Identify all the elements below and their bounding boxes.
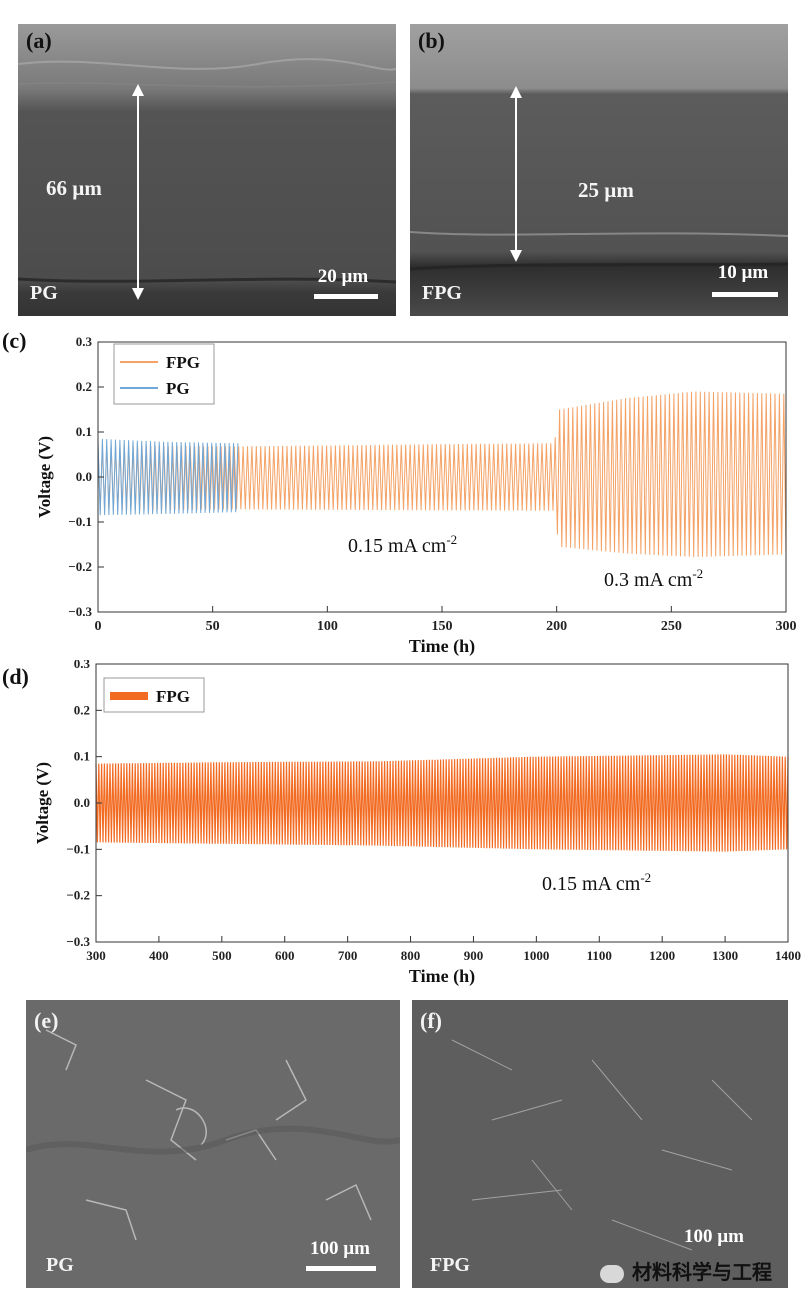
y-tick-label: 0.3 (76, 334, 93, 349)
x-tick-label: 900 (464, 948, 484, 963)
x-tick-label: 250 (661, 619, 682, 634)
sample-label-f: FPG (430, 1254, 470, 1276)
legend-box (113, 343, 215, 405)
chart-d: (d) 300 400 500 600 700 800 900 1000 1100 1200 1300… (2, 660, 801, 987)
panel-label-a: (a) (26, 28, 52, 53)
x-tick-label: 600 (275, 948, 295, 963)
y-tick-label: 0.1 (74, 749, 90, 764)
y-tick-label: 0.0 (76, 469, 92, 484)
y-axis-title: Voltage (V) (35, 436, 54, 518)
y-tick-label: −0.3 (66, 934, 90, 949)
annotation-superscript: -2 (640, 870, 651, 885)
sem-texture-f (412, 1000, 788, 1288)
x-tick-label: 0 (95, 619, 102, 634)
x-tick-label: 1000 (523, 948, 549, 963)
panel-label-b: (b) (418, 28, 445, 53)
sem-image-b: (b) 25 µm FPG 10 µm (410, 24, 788, 316)
sem-texture-b (410, 24, 788, 316)
y-tick-label: 0.3 (74, 660, 91, 671)
series-fpg (97, 391, 787, 558)
y-tick-label: 0.0 (74, 795, 90, 810)
x-tick-label: 300 (776, 619, 797, 634)
x-tick-label: 400 (149, 948, 169, 963)
chart-c: (c) 0 50 100 150 200 250 300 −0.3 −0.2 −0.1 0.0 0.1 0… (2, 328, 797, 657)
scale-label-f: 100 µm (683, 1226, 745, 1247)
y-tick-label: −0.1 (66, 841, 90, 856)
annotation: 0.3 mA cm-2 (604, 566, 703, 591)
x-tick-label: 1300 (712, 948, 738, 963)
annotation-superscript: -2 (692, 566, 703, 581)
y-axis-title: Voltage (V) (33, 762, 52, 844)
series-fpg (95, 754, 789, 852)
panel-label: (c) (2, 328, 26, 353)
x-tick-label: 700 (338, 948, 358, 963)
panel-label-f: (f) (420, 1008, 442, 1033)
scale-bar-e (306, 1266, 376, 1271)
x-tick-label: 1100 (587, 948, 612, 963)
y-tick-label: 0.1 (76, 424, 92, 439)
sem-image-e: (e) PG 100 µm (26, 1000, 400, 1288)
x-tick-label: 1400 (775, 948, 801, 963)
x-tick-label: 200 (546, 619, 567, 634)
y-tick-label: −0.2 (66, 888, 90, 903)
x-tick-label: 100 (317, 619, 338, 634)
panel-label: (d) (2, 664, 29, 689)
x-tick-label: 500 (212, 948, 232, 963)
y-tick-label: 0.2 (74, 702, 90, 717)
sem-image-a: (a) 66 µm PG 20 µm (18, 24, 396, 316)
thickness-arrow-a (132, 84, 144, 300)
y-tick-label: −0.3 (68, 604, 92, 619)
legend-label-fpg: FPG (166, 353, 200, 372)
watermark-text: 材料科学与工程 (632, 1260, 772, 1284)
x-tick-label: 1200 (649, 948, 675, 963)
series-pg (97, 438, 239, 516)
sem-texture-a (18, 24, 396, 316)
scale-label-e: 100 µm (309, 1238, 371, 1259)
scale-label-a: 20 µm (317, 266, 369, 287)
wechat-icon (600, 1264, 624, 1283)
thickness-label-a: 66 µm (46, 176, 102, 200)
thickness-arrow-b (510, 86, 522, 262)
sem-image-f: (f) FPG 100 µm (412, 1000, 788, 1288)
scale-bar-a (314, 294, 378, 299)
sample-label-a: PG (30, 282, 58, 304)
x-tick-label: 150 (432, 619, 453, 634)
scale-label-b: 10 µm (717, 262, 769, 283)
x-tick-label: 300 (86, 948, 106, 963)
legend-label-pg: PG (166, 379, 190, 398)
x-tick-label: 50 (206, 619, 220, 634)
thickness-label-b: 25 µm (578, 178, 634, 202)
x-tick-label: 800 (401, 948, 421, 963)
sample-label-b: FPG (422, 282, 462, 304)
annotation: 0.15 mA cm-2 (348, 532, 457, 557)
annotation: 0.15 mA cm-2 (542, 870, 651, 895)
annotation-superscript: -2 (446, 532, 457, 547)
y-tick-label: 0.2 (76, 379, 92, 394)
legend-label-fpg: FPG (156, 687, 190, 706)
sample-label-e: PG (46, 1254, 74, 1276)
x-axis-title: Time (h) (409, 966, 475, 987)
y-tick-label: −0.2 (68, 559, 92, 574)
watermark: 材料科学与工程 (600, 1256, 772, 1285)
y-tick-label: −0.1 (68, 514, 92, 529)
panel-label-e: (e) (34, 1008, 59, 1033)
scale-bar-b (712, 292, 778, 297)
x-axis-title: Time (h) (409, 636, 475, 657)
sem-texture-e (26, 1000, 400, 1288)
